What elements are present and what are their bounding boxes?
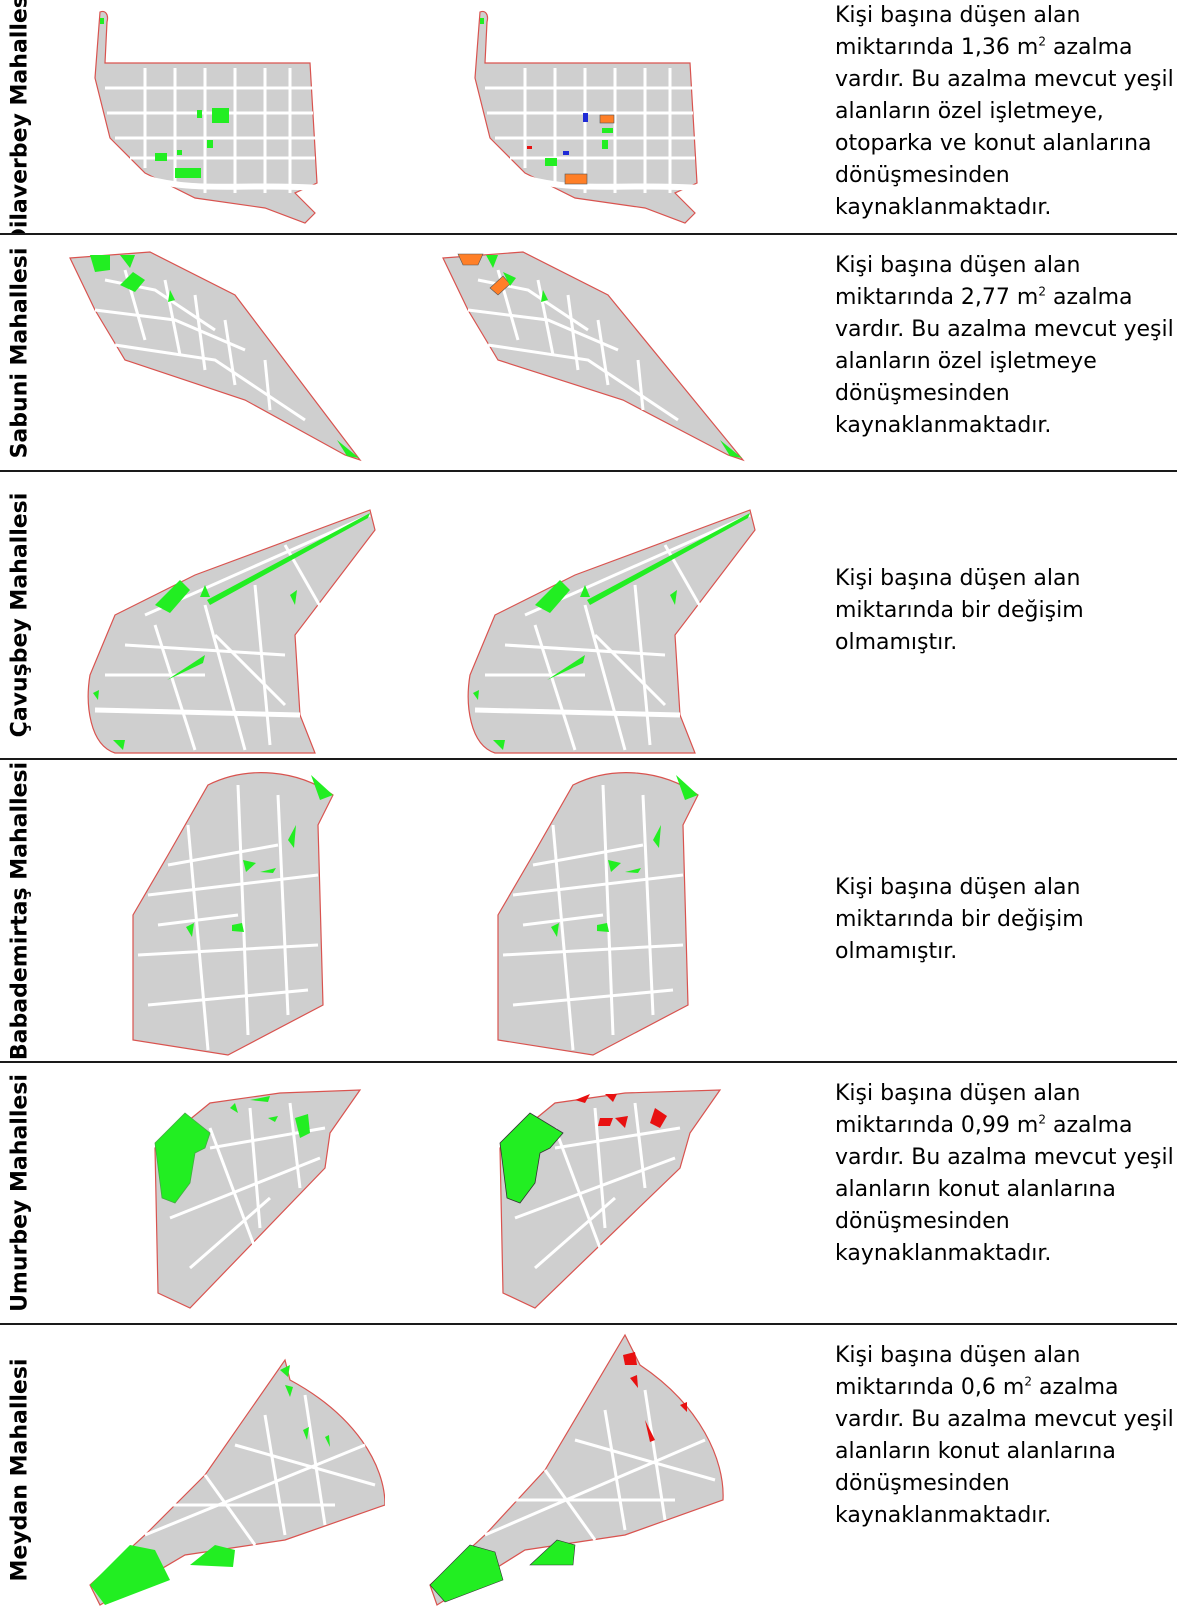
map-after-sabuni: [442, 251, 745, 462]
description-line: olmamıştır.: [835, 630, 958, 655]
neighborhood-label: Dilaverbey Mahallesi: [7, 0, 33, 233]
description-line: Kişi başına düşen alan: [835, 253, 1081, 278]
description-line: kaynaklanmaktadır.: [835, 413, 1052, 438]
row-divider: [0, 233, 1177, 235]
description-line: Kişi başına düşen alan: [835, 1343, 1081, 1368]
map-before-babademirtas: [132, 772, 334, 1056]
description-line: alanların özel işletmeye: [835, 349, 1097, 374]
description-line: dönüşmesinden: [835, 163, 1010, 188]
map-after-umurbey: [499, 1089, 722, 1309]
row-label-cell: Dilaverbey Mahallesi: [0, 0, 40, 233]
description-line: dönüşmesinden: [835, 1209, 1010, 1234]
row-label-cell: Çavuşbey Mahallesi: [0, 472, 40, 758]
map-after-meydan: [429, 1333, 724, 1606]
map-before-umurbey: [154, 1089, 362, 1309]
map-after-cavusbey: [467, 509, 756, 754]
neighborhood-label: Umurbey Mahallesi: [7, 1074, 33, 1312]
description-line: miktarında bir değişim: [835, 598, 1084, 623]
description-line: vardır. Bu azalma mevcut yeşil: [835, 67, 1174, 92]
description-text: Kişi başına düşen alan miktarında bir de…: [835, 872, 1175, 968]
description-line: miktarında 0,99 m2 azalma: [835, 1112, 1133, 1138]
description-line: vardır. Bu azalma mevcut yeşil: [835, 1145, 1174, 1170]
description-line: Kişi başına düşen alan: [835, 566, 1081, 591]
description-line: Kişi başına düşen alan: [835, 3, 1081, 28]
description-line: kaynaklanmaktadır.: [835, 1503, 1052, 1528]
row-divider: [0, 470, 1177, 472]
description-line: miktarında 2,77 m2 azalma: [835, 284, 1133, 310]
description-text: Kişi başına düşen alan miktarında bir de…: [835, 563, 1175, 659]
description-line: otoparka ve konut alanlarına: [835, 131, 1152, 156]
map-after-dilaverbey: [474, 10, 701, 224]
map-before-meydan: [89, 1358, 385, 1606]
neighborhood-label: Çavuşbey Mahallesi: [7, 492, 33, 738]
row-divider: [0, 758, 1177, 760]
description-line: vardır. Bu azalma mevcut yeşil: [835, 1407, 1174, 1432]
row-label-cell: Babademirtaş Mahallesi: [0, 760, 40, 1061]
description-line: Kişi başına düşen alan: [835, 875, 1081, 900]
description-line: miktarında 0,6 m2 azalma: [835, 1374, 1119, 1400]
row-label-cell: Meydan Mahallesi: [0, 1325, 40, 1614]
description-line: miktarında bir değişim: [835, 907, 1084, 932]
row-divider: [0, 1061, 1177, 1063]
description-line: kaynaklanmaktadır.: [835, 195, 1052, 220]
neighborhood-label: Babademirtaş Mahallesi: [7, 761, 33, 1060]
description-text: Kişi başına düşen alan miktarında 0,99 m…: [835, 1078, 1175, 1270]
description-line: alanların özel işletmeye,: [835, 99, 1104, 124]
description-text: Kişi başına düşen alan miktarında 1,36 m…: [835, 0, 1175, 224]
description-text: Kişi başına düşen alan miktarında 0,6 m2…: [835, 1340, 1175, 1532]
description-line: alanların konut alanlarına: [835, 1177, 1116, 1202]
description-line: Kişi başına düşen alan: [835, 1081, 1081, 1106]
neighborhood-label: Sabuni Mahallesi: [7, 247, 33, 458]
description-line: olmamıştır.: [835, 939, 958, 964]
description-line: vardır. Bu azalma mevcut yeşil: [835, 317, 1174, 342]
row-label-cell: Umurbey Mahallesi: [0, 1063, 40, 1323]
description-text: Kişi başına düşen alan miktarında 2,77 m…: [835, 250, 1175, 442]
description-line: dönüşmesinden: [835, 381, 1010, 406]
neighborhood-label: Meydan Mahallesi: [7, 1358, 33, 1581]
map-before-sabuni: [69, 251, 362, 462]
description-line: alanların konut alanlarına: [835, 1439, 1116, 1464]
map-before-dilaverbey: [94, 10, 321, 224]
map-after-babademirtas: [497, 772, 699, 1056]
description-line: dönüşmesinden: [835, 1471, 1010, 1496]
row-label-cell: Sabuni Mahallesi: [0, 235, 40, 470]
description-line: miktarında 1,36 m2 azalma: [835, 34, 1133, 60]
description-line: kaynaklanmaktadır.: [835, 1241, 1052, 1266]
map-before-cavusbey: [87, 509, 376, 754]
row-divider: [0, 1323, 1177, 1325]
